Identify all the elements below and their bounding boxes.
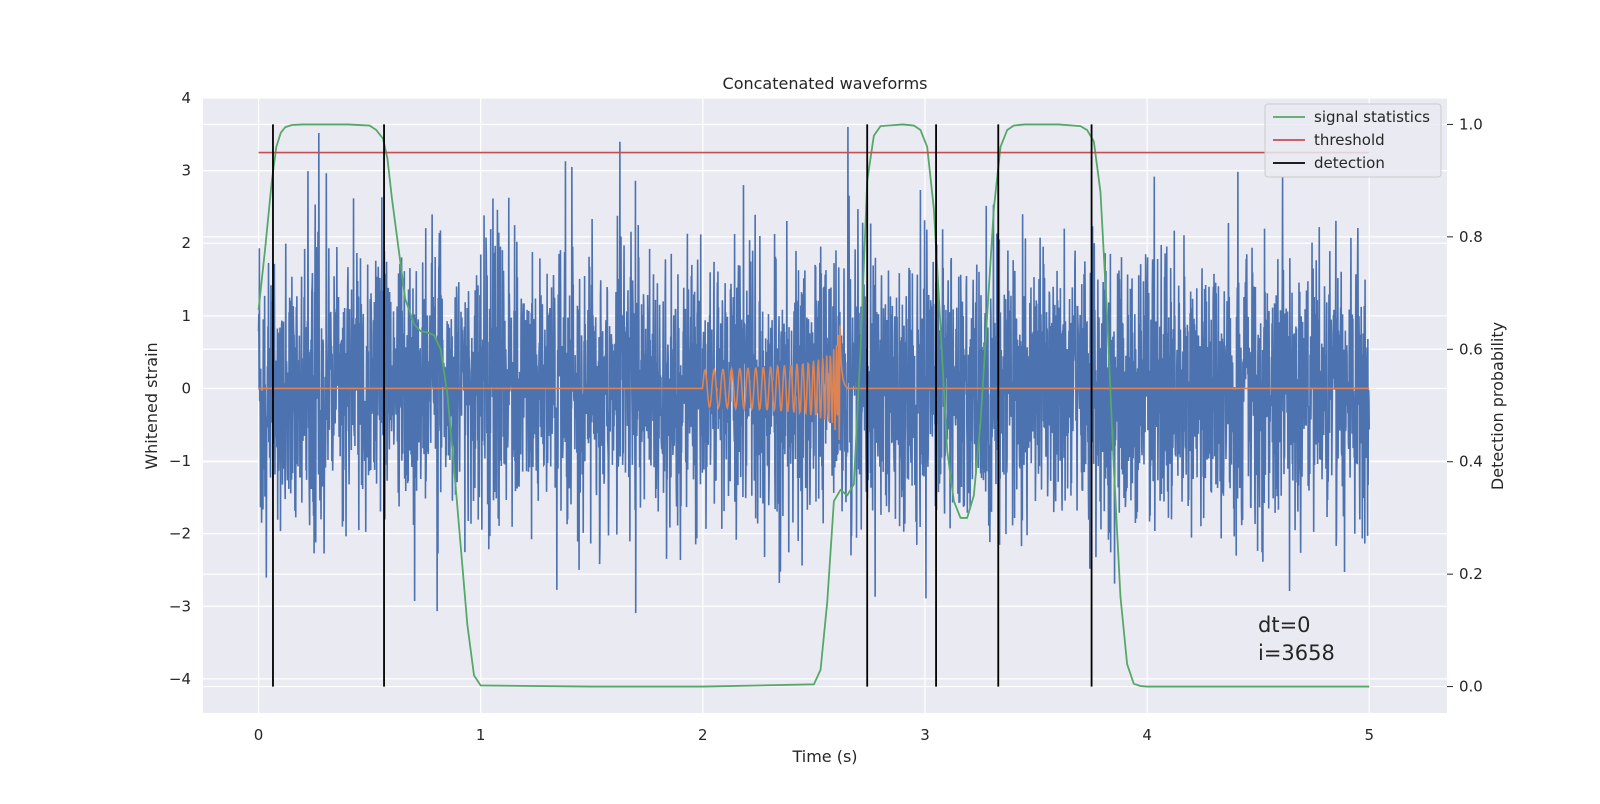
y-tick-label: −2 [169, 525, 191, 543]
y-tick-label: 0 [181, 379, 191, 397]
y-tick-label: −1 [169, 452, 191, 470]
x-tick-label: 3 [920, 726, 930, 744]
y-tick-label: −3 [169, 597, 191, 615]
legend-label-signal-statistics: signal statistics [1314, 108, 1430, 126]
chirp-line [258, 325, 1370, 441]
y-right-tick-label: 0.0 [1459, 678, 1483, 696]
legend-label-threshold: threshold [1314, 131, 1385, 149]
chart-title: Concatenated waveforms [723, 74, 928, 93]
x-axis-label: Time (s) [791, 747, 857, 766]
y-tick-label: 1 [181, 307, 191, 325]
ticks: 0 1 2 3 4 5 −4 −3 −2 −1 0 1 2 3 4 0.0 0.2 0.4 0.6 0.8 1.0 [169, 89, 1483, 744]
x-tick-label: 0 [254, 726, 264, 744]
y-tick-label: −4 [169, 670, 191, 688]
x-tick-label: 4 [1142, 726, 1152, 744]
y-tick-label: 3 [181, 162, 191, 180]
y-right-tick-label: 1.0 [1459, 115, 1483, 133]
y-tick-label: 2 [181, 234, 191, 252]
annotation-i: i=3658 [1258, 641, 1335, 665]
y-right-tick-label: 0.2 [1459, 565, 1483, 583]
chirp-series [258, 325, 1370, 441]
x-tick-label: 1 [476, 726, 486, 744]
y-tick-label: 4 [181, 89, 191, 107]
y-right-tick-label: 0.8 [1459, 228, 1483, 246]
y-right-tick-label: 0.6 [1459, 340, 1483, 358]
y-axis-right-label: Detection probability [1488, 322, 1507, 490]
detection-series [272, 124, 1093, 687]
annotation-dt: dt=0 [1258, 613, 1311, 637]
legend-box [1264, 103, 1442, 178]
y-right-tick-label: 0.4 [1459, 453, 1483, 471]
y-axis-label: Whitened strain [142, 342, 161, 469]
x-tick-label: 5 [1364, 726, 1374, 744]
legend: signal statistics threshold detection [1264, 103, 1442, 178]
legend-label-detection: detection [1314, 154, 1385, 172]
x-tick-label: 2 [698, 726, 708, 744]
